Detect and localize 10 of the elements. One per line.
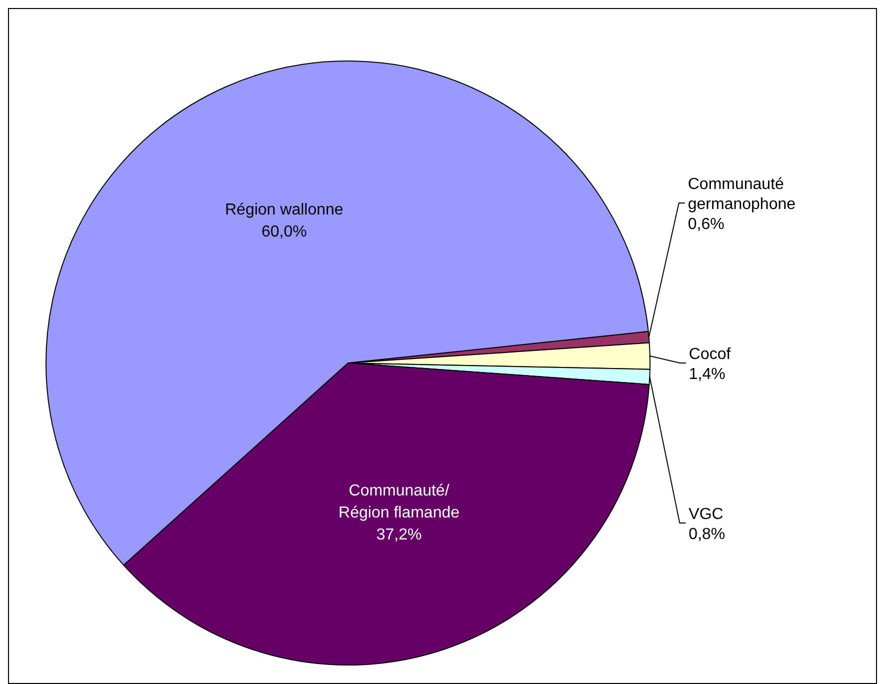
data-label: 1,4% [688,366,726,383]
slice-label: Communauté/ Région flamande [338,482,460,522]
data-label: 60,0% [261,224,307,241]
data-label: 0,8% [688,526,726,543]
slice-label: VGC [688,506,724,523]
slice-label: Cocof [688,346,732,363]
slice-label: Région wallonne [224,202,344,219]
data-label: 0,6% [688,216,724,233]
data-label: 37,2% [376,526,422,544]
slice-label: Communauté germanophone [688,176,796,213]
